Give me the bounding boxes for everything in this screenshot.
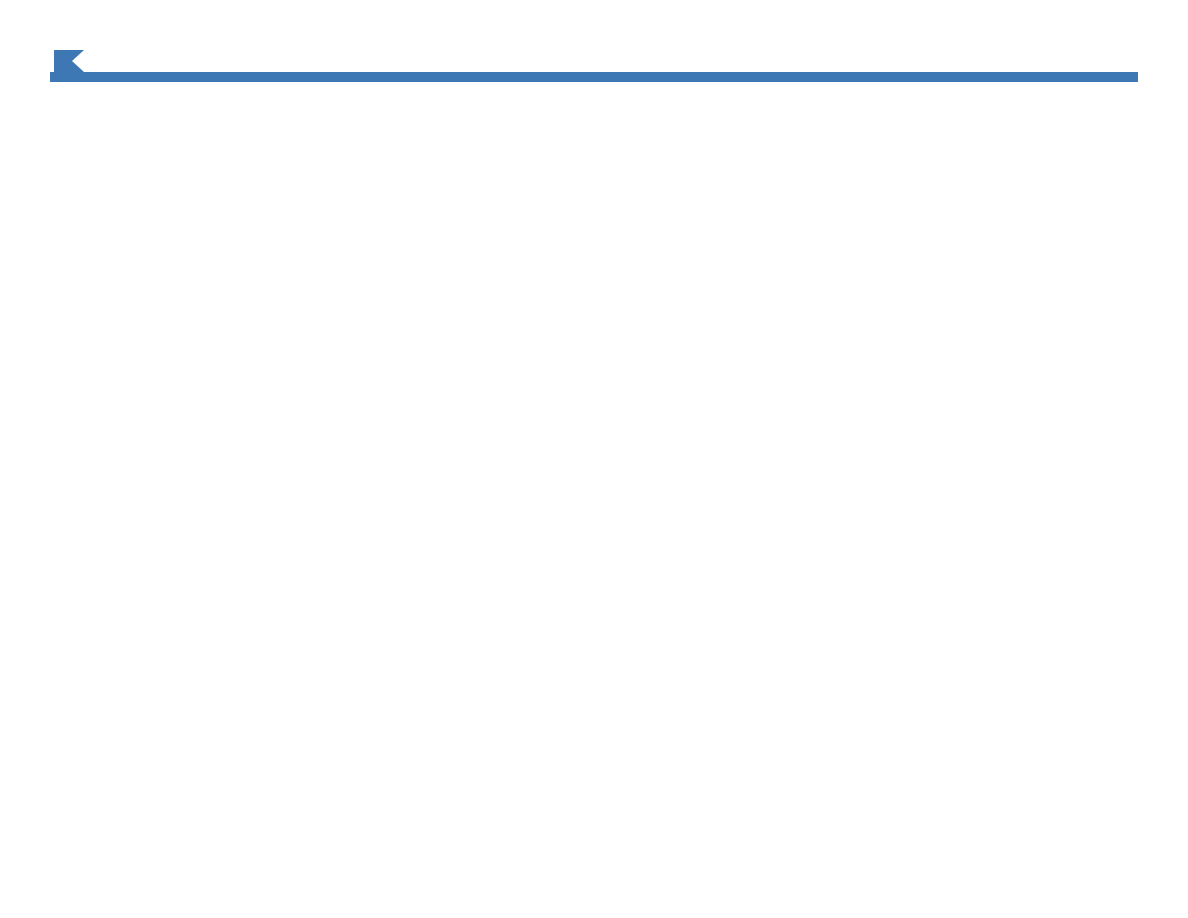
day-header-row [50,72,1138,82]
day-header [361,72,516,82]
page-header [50,50,1138,68]
day-header [983,72,1138,82]
day-header [516,72,671,82]
day-header [205,72,360,82]
logo-flag-icon [54,50,84,76]
logo [50,50,118,68]
day-header [827,72,982,82]
calendar-table [50,72,1138,82]
day-header [672,72,827,82]
